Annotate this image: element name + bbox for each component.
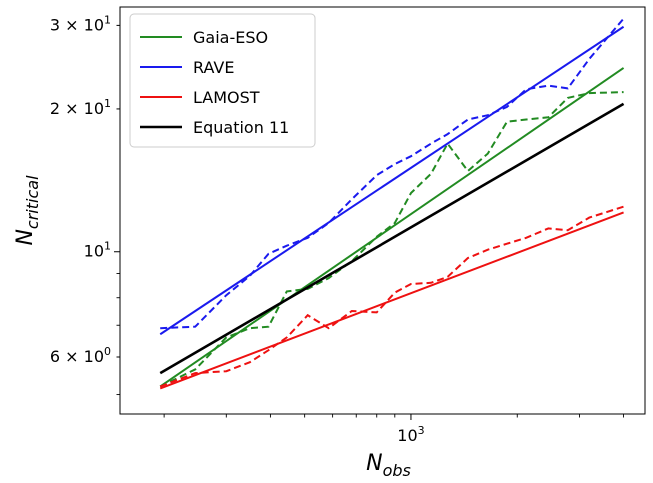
series-equation-11-fit-line — [159, 102, 625, 375]
axes-layer: 103 6 × 100 101 2 × 101 3 × 101 — [50, 13, 625, 445]
series-layer — [159, 17, 625, 390]
series-gaia-eso-fit-line — [159, 67, 625, 388]
series-lamost-fit-line — [159, 211, 624, 390]
series-lamost-observed-line — [159, 205, 624, 388]
y-axis-label: Ncritical — [13, 175, 42, 246]
legend-box — [129, 13, 316, 148]
legend: Gaia-ESO RAVE LAMOST Equation 11 — [129, 13, 316, 148]
y-tick-label: 6 × 100 — [50, 345, 111, 366]
legend-label-gaia-eso: Gaia-ESO — [193, 28, 268, 47]
legend-label-lamost: LAMOST — [193, 88, 260, 107]
legend-label-rave: RAVE — [193, 58, 234, 77]
y-tick-label: 2 × 101 — [50, 97, 111, 118]
series-rave-observed-line — [160, 17, 625, 330]
x-tick-label: 103 — [397, 424, 424, 445]
legend-label-equation-11: Equation 11 — [193, 118, 289, 137]
y-tick-label: 3 × 101 — [50, 13, 111, 34]
series-gaia-eso-observed-line — [159, 91, 624, 388]
axis-labels-layer: Nobs Ncritical — [13, 175, 411, 480]
series-rave-fit-line — [159, 25, 625, 336]
y-tick-label: 101 — [84, 240, 111, 261]
plot-frame — [119, 6, 646, 415]
x-axis-label: Nobs — [366, 451, 411, 479]
